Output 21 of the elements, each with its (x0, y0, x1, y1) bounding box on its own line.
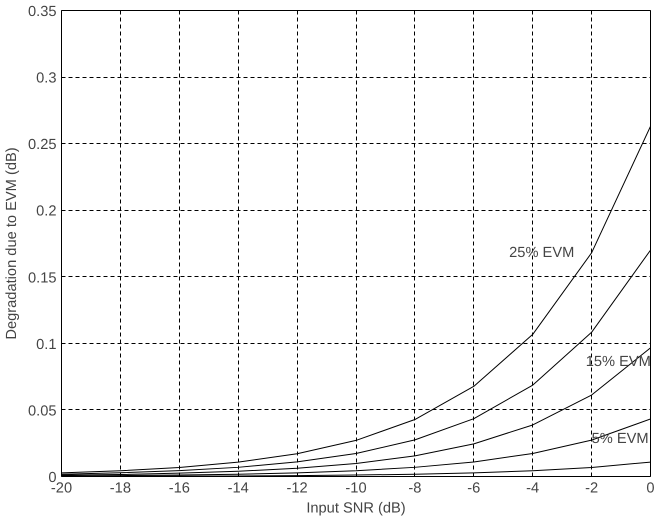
y-tick-label: 0.25 (28, 137, 57, 154)
y-tick-label: 0.35 (28, 4, 57, 20)
x-tick-label: -2 (585, 480, 598, 496)
y-axis-title: Degradation due to EVM (dB) (4, 147, 20, 340)
annotation: 5% EVM (592, 431, 649, 448)
x-tick-label: -12 (286, 480, 308, 496)
x-tick-label: -18 (110, 480, 131, 496)
x-tick-label: -10 (345, 480, 367, 496)
x-tick-label: -6 (467, 480, 480, 496)
x-tick-label: -4 (526, 480, 540, 496)
annotation: 25% EVM (509, 244, 574, 261)
x-tick-label: -8 (408, 480, 422, 496)
y-tick-label: 0.1 (36, 336, 56, 353)
y-tick-label: 0.3 (36, 70, 56, 87)
y-tick-label: 0.2 (36, 204, 56, 220)
y-tick-label: 0.15 (28, 270, 57, 286)
x-axis-title: Input SNR (dB) (306, 500, 406, 516)
y-tick-label: 0.05 (28, 403, 57, 420)
x-tick-label: 0 (646, 480, 655, 496)
x-tick-label: -14 (228, 480, 249, 496)
x-tick-label: -16 (168, 480, 190, 496)
